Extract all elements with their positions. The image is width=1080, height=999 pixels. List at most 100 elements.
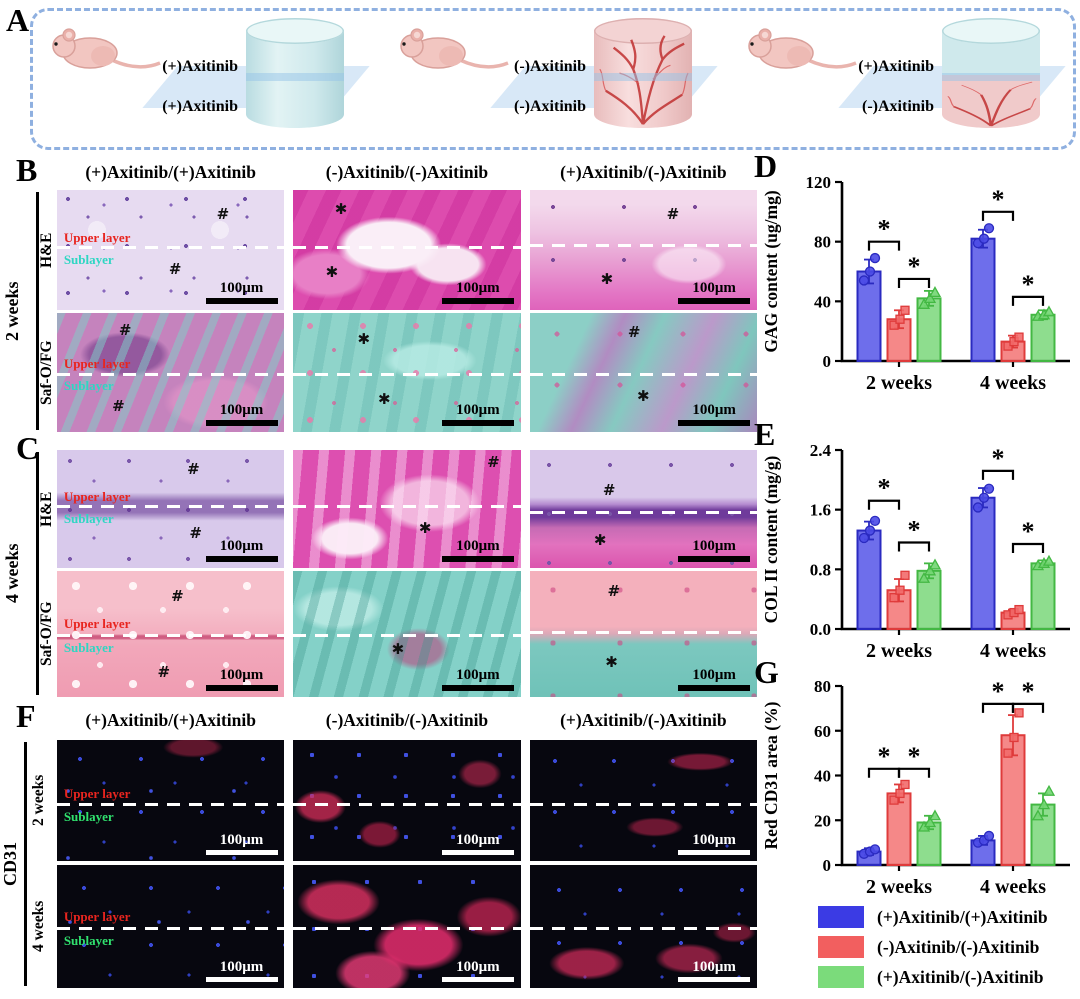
- column-header: (+)Axitinib/(-)Axitinib: [560, 162, 727, 182]
- stain-label-safo: Saf-O/FG: [38, 340, 55, 405]
- micrograph-tile: Upper layer Sublayer 100μm: [57, 865, 285, 988]
- scale-bar: 100μm: [441, 832, 514, 855]
- annotation-mark: ✱: [418, 518, 432, 537]
- scale-bar-line: [441, 298, 514, 304]
- legend-swatch: [818, 906, 864, 928]
- layer-boundary-line: [529, 372, 757, 376]
- scale-bar-line: [441, 684, 514, 691]
- upper-layer-label: Upper layer: [63, 785, 131, 801]
- annotation-mark: ✱: [637, 387, 650, 406]
- scale-text: 100μm: [692, 402, 736, 419]
- data-point: [923, 564, 937, 576]
- scale-bar: 100μm: [441, 666, 514, 691]
- annotation-mark: ✱: [593, 530, 607, 549]
- panel-f-headers: (+)Axitinib/(+)Axitinib (-)Axitinib/(-)Ax…: [57, 710, 757, 731]
- annotation-mark: ✱: [377, 389, 391, 408]
- data-point: [889, 593, 899, 603]
- scale-bar: 100μm: [441, 538, 514, 563]
- scale-bar-line: [205, 684, 278, 691]
- layer-boundary-line: [57, 372, 285, 376]
- y-tick-label: 80: [814, 233, 831, 252]
- micrograph-tile: 100μm: [529, 740, 757, 861]
- data-point: [869, 844, 881, 855]
- scale-text: 100μm: [219, 666, 264, 683]
- scale-bar-line: [205, 420, 278, 427]
- annotation-mark: ✱: [600, 269, 614, 288]
- significance-bracket: [897, 541, 931, 552]
- column-header: (+)Axitinib/(-)Axitinib: [560, 710, 727, 730]
- data-point: [869, 252, 881, 264]
- data-point: [1014, 604, 1024, 615]
- micrograph-tile: 100μm: [293, 865, 521, 988]
- micrograph-tile: # ✱ 100μm: [529, 450, 757, 568]
- column-header: (-)Axitinib/(-)Axitinib: [325, 162, 489, 182]
- scale-text: 100μm: [456, 666, 500, 683]
- micrograph-tile: # # Upper layer Sublayer 100μm: [57, 313, 285, 432]
- annotation-mark: #: [171, 587, 184, 606]
- lower-treatment-label: (+)Axitinib: [162, 98, 238, 115]
- data-point: [858, 275, 870, 286]
- micrograph-tile: Upper layer Sublayer 100μm: [57, 740, 285, 861]
- scale-text: 100μm: [692, 538, 736, 555]
- stain-label-he: H&E: [38, 232, 55, 268]
- y-tick-label: 20: [814, 811, 831, 830]
- scale-bar-line: [205, 556, 278, 563]
- annotation-mark: ✱: [605, 652, 618, 671]
- micrograph-tile: # ✱ 100μm: [529, 571, 757, 697]
- data-point: [858, 532, 870, 544]
- annotation-mark: #: [607, 582, 621, 601]
- significance-bracket: [981, 210, 1015, 221]
- significance-bracket: [897, 277, 931, 288]
- y-tick-label: 0.8: [810, 560, 831, 579]
- scale-bar-line: [678, 556, 751, 563]
- annotation-mark: ✱: [325, 262, 339, 281]
- annotation-mark: #: [602, 481, 616, 500]
- scale-text: 100μm: [219, 831, 264, 848]
- data-point: [895, 314, 905, 324]
- data-point: [900, 779, 910, 790]
- scale-text: 100μm: [456, 958, 500, 975]
- bar: [856, 270, 882, 362]
- panel-f-label: F: [16, 698, 36, 734]
- bar: [970, 496, 996, 630]
- scale-bar: 100μm: [678, 832, 751, 855]
- scale-bar-line: [678, 298, 751, 304]
- vessels-icon: [599, 35, 689, 125]
- legend-swatch: [818, 936, 864, 958]
- scale-bar-line: [441, 556, 514, 563]
- micrograph-tile: # # Upper layer Sublayer 100μm: [57, 571, 285, 697]
- scale-bar: 100μm: [678, 280, 751, 304]
- upper-treatment-label: (-)Axitinib: [514, 58, 586, 75]
- micrograph-tile: ✱ ✱ 100μm: [293, 313, 521, 432]
- col2-content-chart: 0.0 0.8 1.6 2.4 2 weeks 4 weeks * * * * COL II con…: [762, 441, 1070, 662]
- data-point: [928, 286, 942, 298]
- sublayer-label: Sublayer: [63, 932, 114, 948]
- micrograph-tile: # ✱ 100μm: [529, 313, 757, 432]
- panel-f-2weeks-label: 2 weeks: [30, 774, 47, 827]
- scale-text: 100μm: [219, 280, 264, 296]
- significance-bracket: [897, 767, 931, 778]
- scale-bar: 100μm: [441, 958, 514, 982]
- y-axis-label: COL II content (mg/g): [762, 455, 781, 623]
- panel-f-4weeks-label: 4 weeks: [30, 900, 47, 953]
- annotation-mark: #: [627, 323, 641, 342]
- data-point: [923, 292, 937, 303]
- panel-c-timepoint-label: 4 weeks: [2, 543, 22, 604]
- data-point: [983, 830, 995, 842]
- bar: [970, 237, 996, 362]
- scale-bar-line: [441, 849, 514, 855]
- annotation-mark: #: [189, 523, 202, 542]
- layer-boundary-line: [293, 372, 521, 376]
- layer-boundary-line: [293, 246, 521, 250]
- scaffold-vascularized-icon: [594, 18, 692, 128]
- y-tick-label: 2.4: [810, 441, 832, 460]
- panel-c-side-rule: [36, 452, 39, 695]
- legend-item: (+)Axitinib/(+)Axitinib: [818, 906, 1048, 928]
- category-label: 4 weeks: [980, 372, 1046, 394]
- significance-star: *: [1022, 517, 1035, 546]
- data-point: [889, 795, 899, 805]
- y-tick-label: 80: [814, 677, 831, 696]
- layer-boundary-line: [293, 634, 521, 637]
- layer-boundary-line: [57, 802, 285, 806]
- data-point: [900, 570, 910, 580]
